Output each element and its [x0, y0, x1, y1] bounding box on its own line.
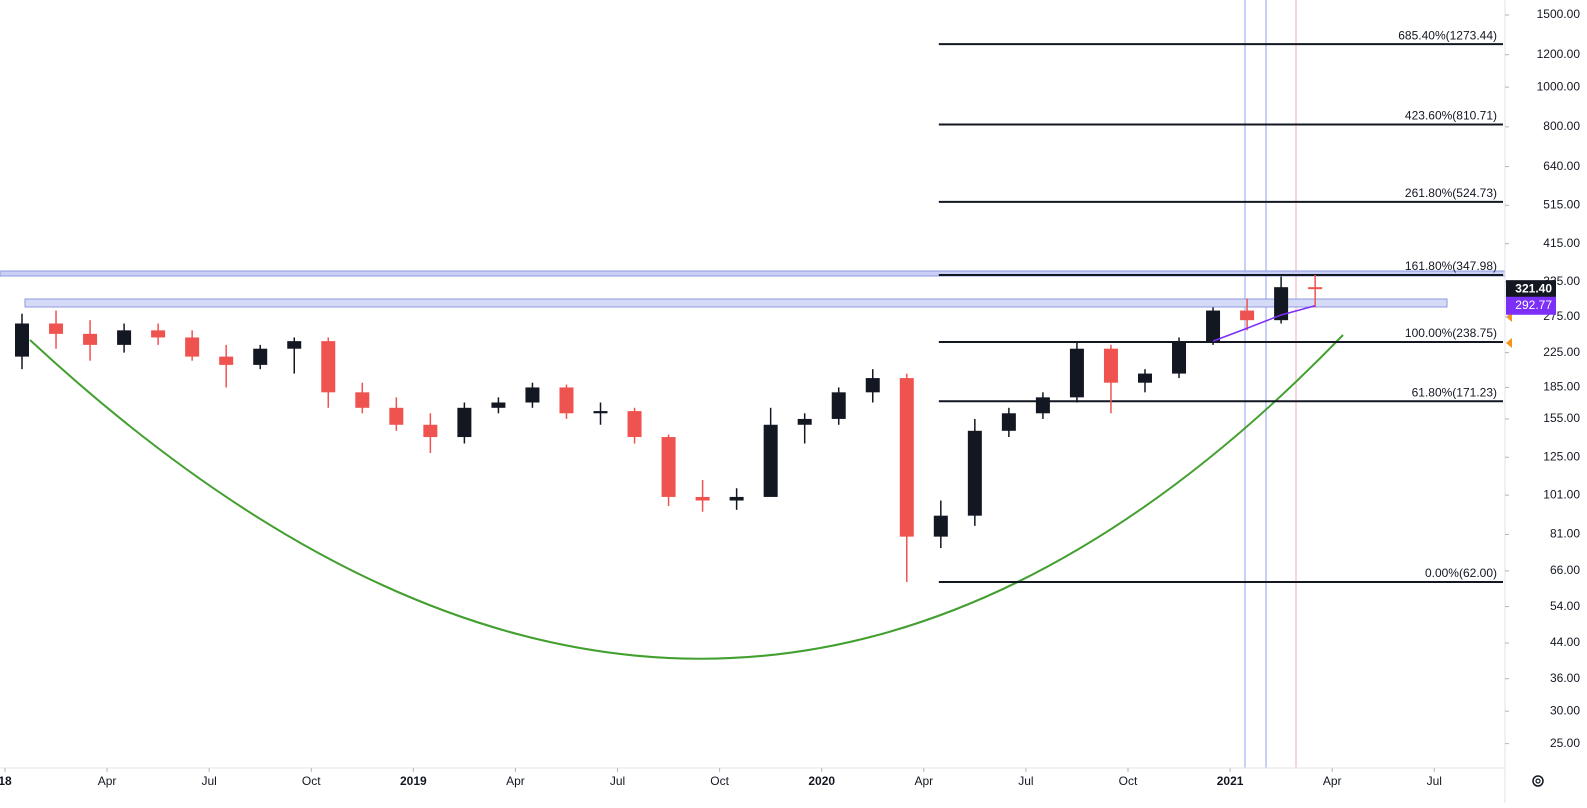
x-tick-label: 18	[0, 774, 12, 788]
candle-body	[1274, 287, 1289, 321]
candle-body	[593, 411, 608, 414]
settings-icon-core	[1535, 778, 1541, 784]
candle-body	[627, 411, 642, 438]
candle-body	[1069, 348, 1084, 398]
x-tick-label: Jul	[610, 774, 625, 788]
y-tick-label: 66.00	[1550, 563, 1580, 577]
y-tick-label: 1000.00	[1537, 79, 1581, 93]
candle-body	[15, 323, 29, 357]
x-tick-label: 2021	[1217, 774, 1244, 788]
candle-body	[1206, 310, 1221, 342]
candle-body	[967, 430, 982, 516]
candle-body	[865, 378, 880, 393]
candle-body	[1308, 287, 1323, 290]
x-tick-label: 2019	[400, 774, 427, 788]
marker	[1506, 338, 1512, 348]
x-tick-label: Jul	[1018, 774, 1033, 788]
y-tick-label: 515.00	[1543, 197, 1580, 211]
candle-body	[1001, 413, 1016, 431]
candle-body	[559, 387, 574, 414]
candle-body	[423, 424, 438, 438]
candle-body	[899, 378, 914, 537]
y-tick-label: 225.00	[1543, 345, 1580, 359]
candle-body	[1035, 397, 1050, 414]
y-tick-label: 185.00	[1543, 380, 1580, 394]
y-tick-label: 101.00	[1543, 487, 1580, 501]
candle-body	[525, 387, 540, 403]
candle-body	[117, 330, 132, 345]
candle-body	[1137, 373, 1152, 383]
x-tick-label: Jul	[1427, 774, 1442, 788]
arc-drawing	[29, 334, 1344, 660]
candle-body	[491, 402, 506, 408]
fib-label: 423.60%(810.71)	[1405, 109, 1497, 123]
moving-average	[1212, 305, 1316, 342]
fib-label: 0.00%(62.00)	[1425, 566, 1497, 580]
last-price-box	[1506, 280, 1556, 299]
ma-price-label: 292.77	[1515, 298, 1552, 312]
fib-label: 100.00%(238.75)	[1405, 326, 1497, 340]
y-tick-label: 640.00	[1543, 159, 1580, 173]
candle-body	[321, 341, 336, 393]
candle-body	[933, 515, 948, 537]
x-tick-label: 2020	[808, 774, 835, 788]
candle-body	[797, 418, 812, 425]
candle-body	[219, 356, 234, 365]
x-tick-label: Oct	[710, 774, 729, 788]
candle-body	[1172, 341, 1187, 374]
y-tick-label: 125.00	[1543, 449, 1580, 463]
x-tick-label: Apr	[506, 774, 525, 788]
candle-body	[457, 407, 472, 438]
candle-body	[287, 341, 302, 349]
y-tick-label: 415.00	[1543, 236, 1580, 250]
y-tick-label: 54.00	[1550, 599, 1580, 613]
fib-label: 685.40%(1273.44)	[1398, 28, 1497, 42]
y-tick-label: 44.00	[1550, 635, 1580, 649]
x-tick-label: Jul	[202, 774, 217, 788]
fib-label: 61.80%(171.23)	[1412, 385, 1497, 399]
plot: 685.40%(1273.44) 423.60%(810.71) 261.80%(5…	[15, 28, 1503, 583]
y-tick-label: 25.00	[1550, 736, 1580, 750]
zone	[24, 298, 1448, 308]
x-tick-label: Apr	[98, 774, 117, 788]
y-tick-label: 36.00	[1550, 671, 1580, 685]
candle-body	[253, 348, 268, 365]
candle-body	[1103, 348, 1118, 383]
candle-body	[185, 337, 200, 357]
y-tick-label: 1200.00	[1537, 47, 1581, 61]
y-tick-label: 30.00	[1550, 703, 1580, 717]
candle-body	[763, 424, 778, 497]
candle-body	[151, 330, 166, 338]
candle-body	[1240, 310, 1255, 321]
candle-body	[729, 496, 744, 501]
x-tick-label: Apr	[1323, 774, 1342, 788]
candle-body	[49, 323, 64, 334]
settings-icon[interactable]	[1532, 775, 1544, 787]
settings-icon-ring	[1532, 775, 1544, 787]
y-tick-label: 155.00	[1543, 411, 1580, 425]
candle-body	[355, 392, 370, 408]
ma-price-box	[1506, 296, 1556, 315]
candle-body	[661, 437, 676, 497]
candle-body	[831, 392, 846, 419]
candle-body	[695, 496, 710, 501]
fib-label: 161.80%(347.98)	[1405, 259, 1497, 273]
x-tick-label: Oct	[1119, 774, 1138, 788]
y-tick-label: 800.00	[1543, 119, 1580, 133]
candle-body	[83, 333, 98, 345]
candle-body	[389, 407, 404, 425]
last-price-label: 321.40	[1515, 281, 1552, 295]
x-tick-label: Oct	[302, 774, 321, 788]
x-tick-label: Apr	[914, 774, 933, 788]
fib-label: 261.80%(524.73)	[1405, 186, 1497, 200]
y-tick-label: 1500.00	[1537, 7, 1581, 21]
y-tick-label: 81.00	[1550, 527, 1580, 541]
